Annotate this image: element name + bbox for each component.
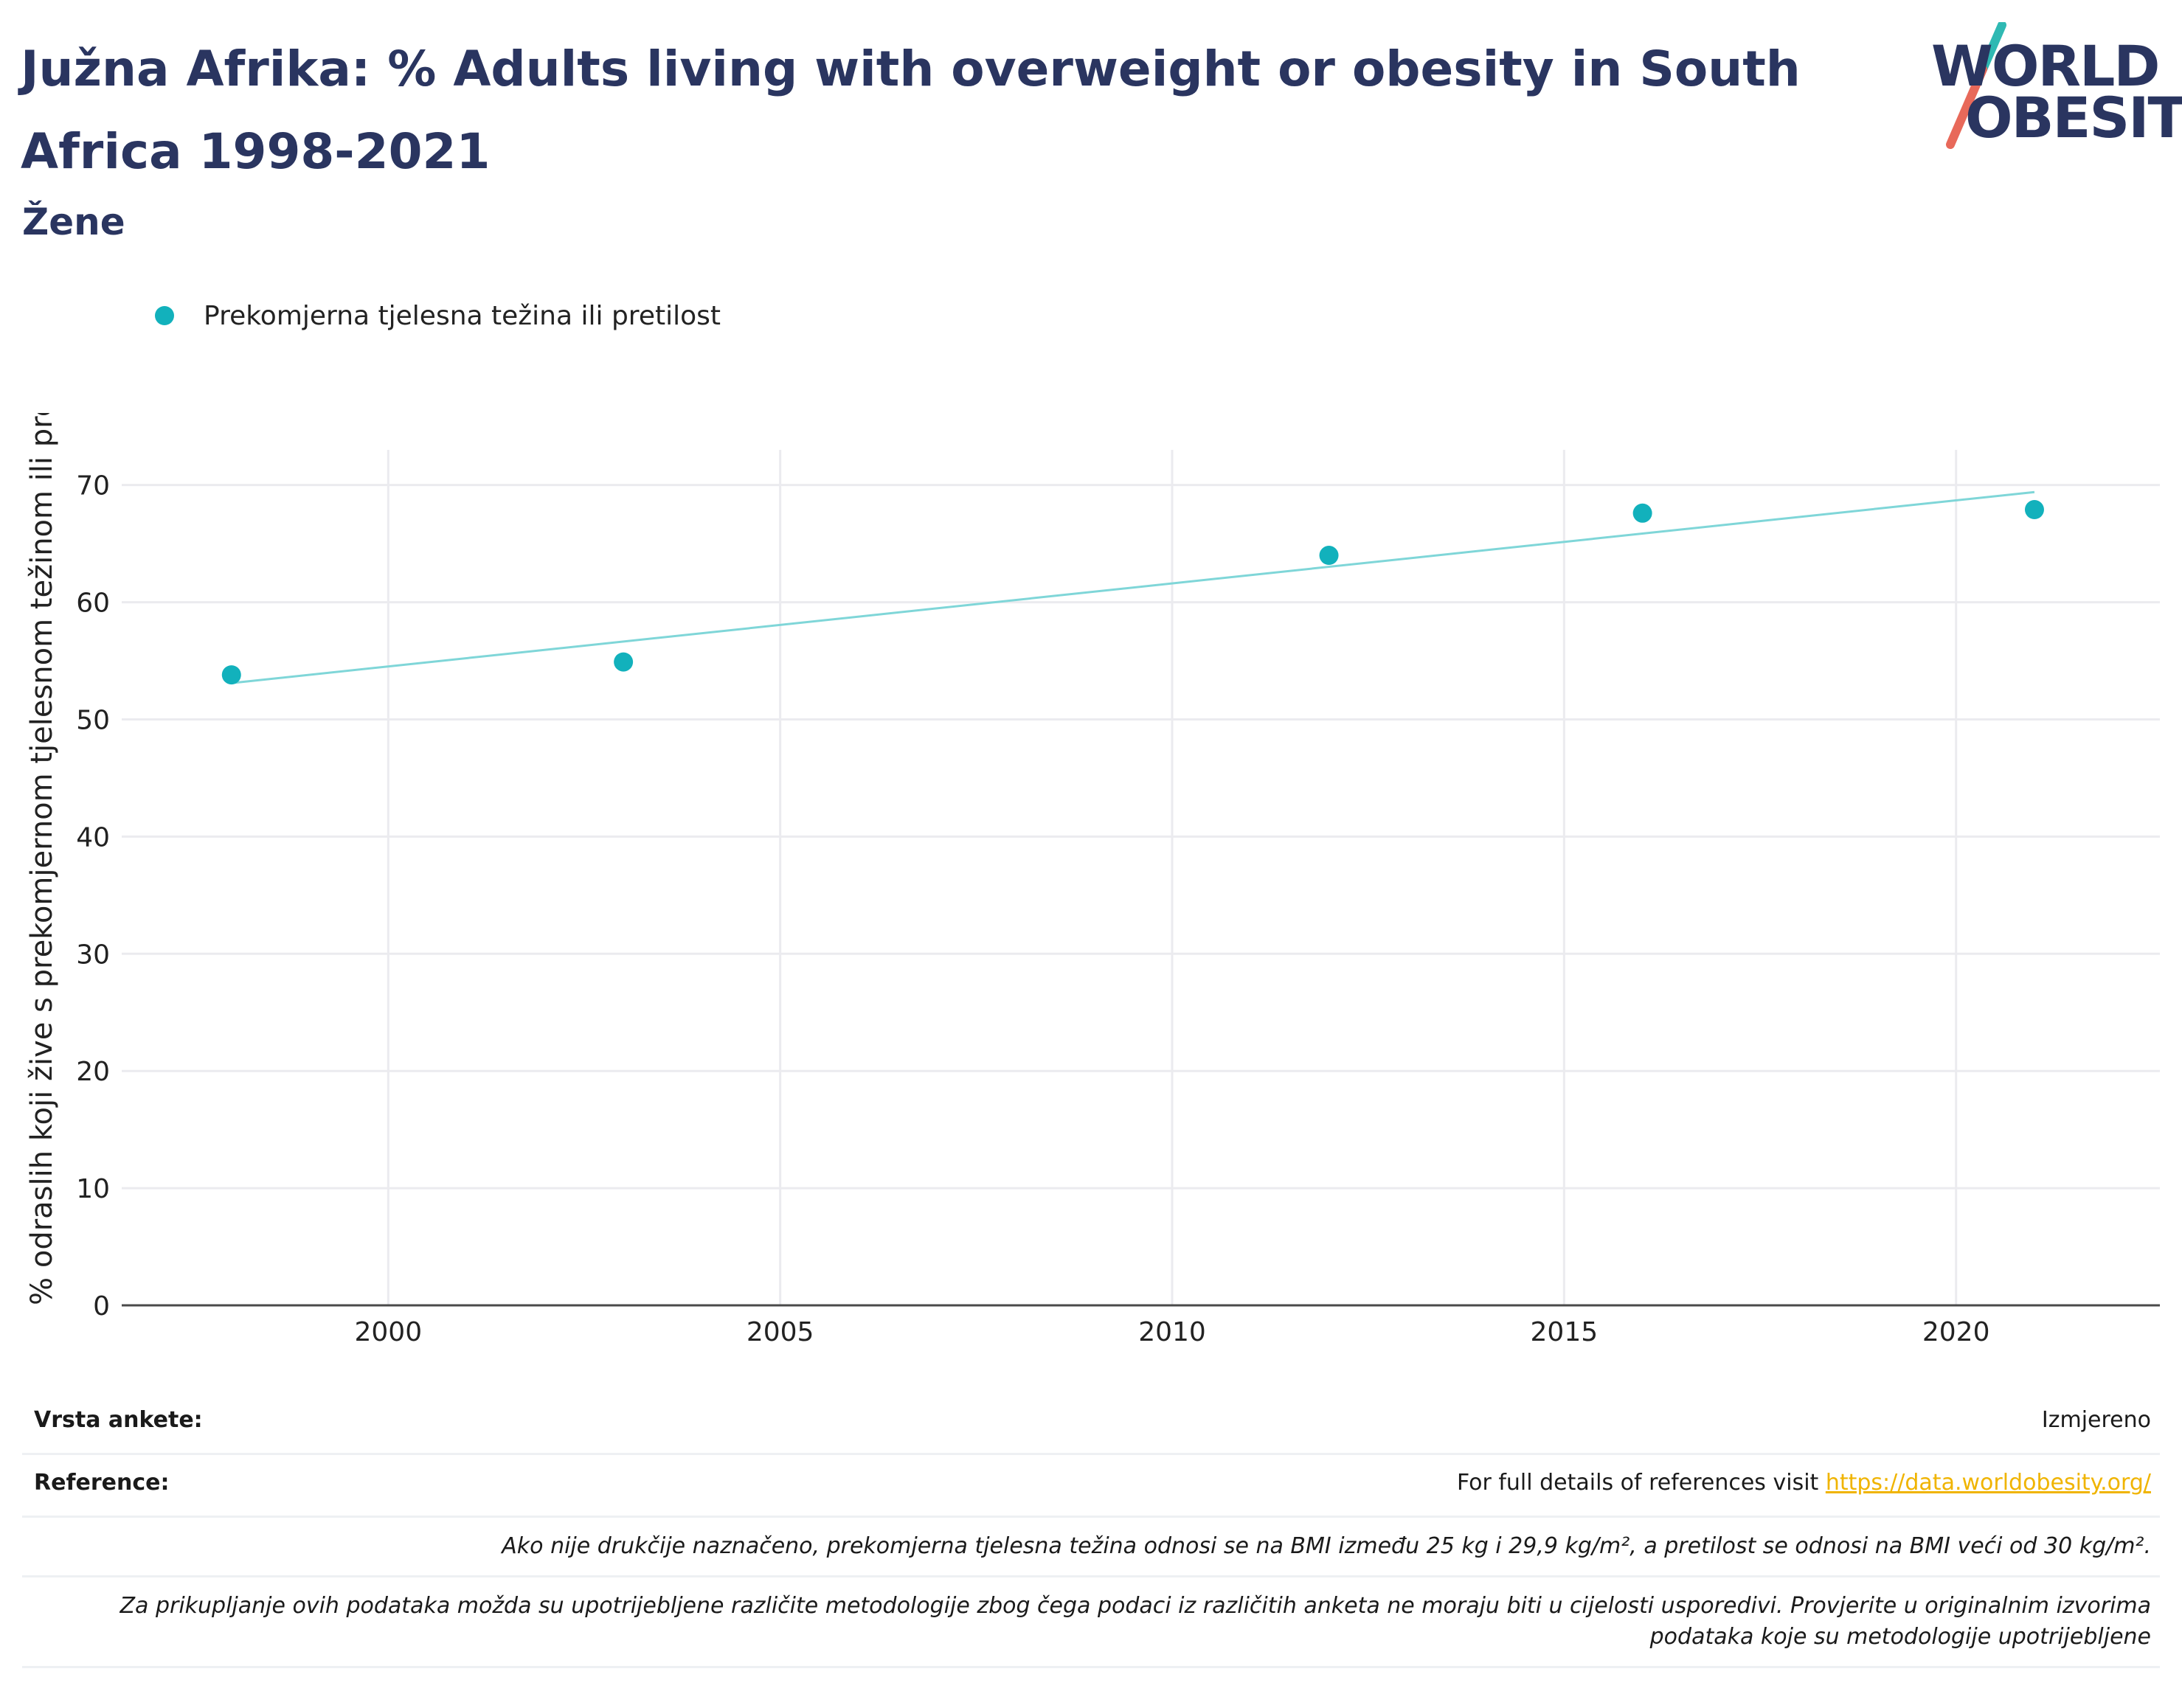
reference-label: Reference: — [34, 1470, 170, 1496]
chart-title: Južna Afrika: % Adults living with overw… — [21, 41, 1801, 180]
y-tick-label: 0 — [93, 1291, 110, 1322]
reference-row: Reference: For full details of reference… — [22, 1455, 2160, 1518]
x-tick-label: 2010 — [1138, 1317, 1206, 1347]
reference-link[interactable]: https://data.worldobesity.org/ — [1825, 1470, 2151, 1496]
x-tick-label: 2020 — [1922, 1317, 1990, 1347]
legend-marker — [155, 306, 174, 325]
x-tick-label: 2000 — [355, 1317, 423, 1347]
y-tick-label: 60 — [76, 589, 110, 619]
data-points — [221, 500, 2044, 685]
footer-table: Vrsta ankete: Izmjereno Reference: For f… — [22, 1392, 2160, 1668]
logo-text-world: WORLD — [1931, 33, 2160, 99]
legend-label: Prekomjerna tjelesna težina ili pretilos… — [204, 300, 721, 331]
survey-type-row: Vrsta ankete: Izmjereno — [22, 1392, 2160, 1455]
y-tick-label: 70 — [76, 471, 110, 501]
data-point[interactable] — [614, 652, 634, 672]
methodology-note: Za prikupljanje ovih podataka možda su u… — [22, 1577, 2160, 1668]
y-tick-label: 40 — [76, 822, 110, 853]
logo-slash-icon — [1946, 22, 2006, 149]
y-tick-label: 30 — [76, 940, 110, 970]
data-point[interactable] — [221, 665, 241, 685]
x-tick-label: 2015 — [1531, 1317, 1599, 1347]
y-tick-label: 20 — [76, 1057, 110, 1087]
reference-value: For full details of references visit htt… — [1457, 1470, 2151, 1496]
survey-type-label: Vrsta ankete: — [34, 1407, 203, 1433]
survey-type-value: Izmjereno — [2041, 1407, 2151, 1433]
data-point[interactable] — [1319, 546, 1339, 566]
data-point[interactable] — [1632, 503, 1652, 523]
grid-lines — [122, 450, 2160, 1305]
y-axis-title: % odraslih koji žive s prekomjernom tjel… — [25, 413, 59, 1305]
data-point[interactable] — [2024, 500, 2044, 520]
x-axis-ticks: 2000 2005 2010 2015 2020 — [355, 1317, 1990, 1347]
reference-text: For full details of references visit — [1456, 1470, 1826, 1496]
logo-text-obesity: OBESITY — [1965, 85, 2182, 150]
y-tick-label: 10 — [76, 1174, 110, 1204]
x-tick-label: 2005 — [747, 1317, 814, 1347]
chart-subtitle: Žene — [22, 201, 125, 243]
y-axis-ticks: 0 10 20 30 40 50 60 70 — [76, 471, 110, 1322]
scatter-chart: 0 10 20 30 40 50 60 70 2000 2005 2010 2015 2020 % o… — [25, 413, 2160, 1347]
trend-line — [231, 490, 2035, 684]
definition-note: Ako nije drukčije naznačeno, prekomjerna… — [22, 1518, 2160, 1577]
y-tick-label: 50 — [76, 705, 110, 735]
world-obesity-logo: WORLD OBESITY — [1922, 22, 2182, 162]
legend: Prekomjerna tjelesna težina ili pretilos… — [155, 295, 721, 336]
